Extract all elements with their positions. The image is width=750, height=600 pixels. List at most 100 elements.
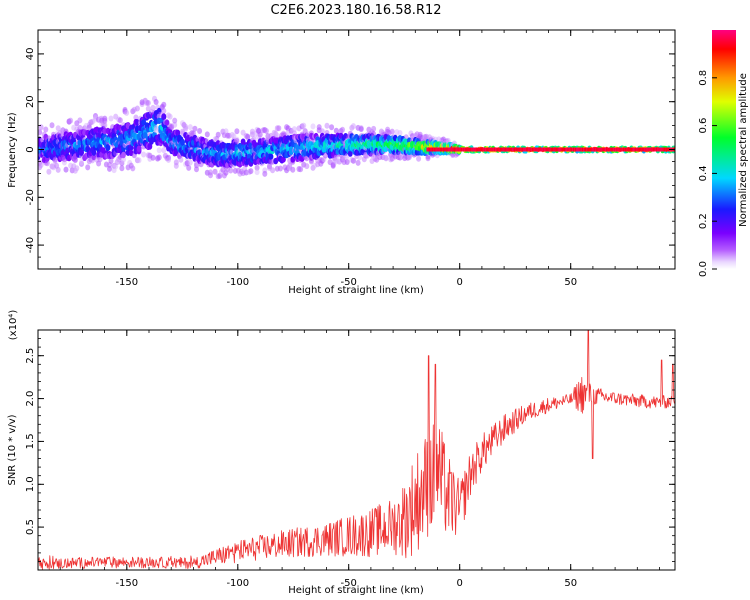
heatmap-cell: [153, 127, 159, 134]
heatmap-cell: [133, 114, 139, 121]
heatmap-cell: [454, 147, 457, 152]
heatmap-cell: [290, 166, 296, 173]
heatmap-cell: [483, 147, 485, 152]
heatmap-cell: [161, 101, 167, 108]
heatmap-cell: [130, 165, 136, 172]
heatmap-cell: [588, 147, 591, 152]
heatmap-cell: [268, 153, 274, 160]
heatmap-cell: [665, 147, 667, 152]
heatmap-cell: [506, 147, 509, 152]
spectrogram-y-tick-label: 0: [25, 146, 36, 152]
heatmap-cell: [178, 156, 184, 163]
heatmap-cell: [666, 147, 669, 152]
heatmap-cell: [616, 147, 619, 152]
snr-line: [38, 330, 675, 570]
heatmap-cell: [437, 147, 440, 152]
heatmap-cell: [615, 147, 618, 152]
heatmap-cell: [534, 147, 537, 152]
heatmap-cell: [531, 147, 534, 152]
heatmap-cell: [606, 147, 609, 152]
heatmap-cell: [494, 147, 497, 152]
heatmap-cell: [509, 147, 512, 152]
heatmap-cell: [119, 165, 125, 172]
heatmap-cell: [582, 147, 585, 152]
heatmap-cell: [581, 147, 584, 152]
spectrogram-ticks: -150 -100 -50 0 50 -40 -20 0 20 40: [25, 30, 675, 288]
snr-x-tick-label: -100: [226, 578, 249, 589]
colorbar-tick-label: 0.0: [698, 261, 709, 277]
heatmap-cell: [555, 147, 558, 152]
spectrogram-panel: -150 -100 -50 0 50 -40 -20 0 20 40 Height of stra…: [7, 29, 676, 296]
heatmap-cell: [547, 147, 550, 152]
spectrogram-y-tick-label: -20: [25, 189, 36, 205]
spectrogram-x-tick-label: -50: [341, 277, 357, 288]
heatmap-cell: [456, 147, 459, 152]
heatmap-cell: [215, 131, 221, 138]
heatmap-cell: [579, 147, 582, 152]
heatmap-cell: [514, 147, 517, 152]
heatmap-cell: [520, 147, 523, 152]
heatmap-cell: [535, 147, 538, 152]
heatmap-cell: [107, 165, 112, 172]
spectrogram-x-tick-label: -100: [226, 277, 249, 288]
heatmap-cell: [486, 147, 489, 152]
heatmap-cell: [427, 147, 430, 152]
heatmap-cell: [618, 147, 621, 152]
heatmap-cell: [436, 147, 439, 152]
heatmap-cell: [173, 159, 179, 166]
spectrogram-x-tick-label: 0: [457, 277, 463, 288]
heatmap-cell: [546, 147, 549, 152]
heatmap-cell: [319, 128, 325, 135]
heatmap-cell: [599, 147, 602, 152]
heatmap-cell: [324, 122, 330, 129]
heatmap-cell: [488, 147, 491, 152]
heatmap-cell: [438, 147, 441, 152]
heatmap-cell: [539, 147, 542, 152]
heatmap-cell: [291, 126, 297, 133]
heatmap-cell: [500, 147, 503, 152]
heatmap-cell: [459, 147, 462, 152]
heatmap-cell: [153, 99, 159, 105]
heatmap-cell: [406, 154, 412, 161]
heatmap-cell: [597, 147, 600, 152]
heatmap-cell: [432, 147, 434, 152]
heatmap-cell: [533, 147, 535, 152]
heatmap-cell: [518, 147, 521, 152]
heatmap-cell: [571, 147, 574, 152]
heatmap-cell: [508, 147, 511, 152]
heatmap-cell: [631, 147, 634, 152]
snr-frame: [37, 329, 676, 571]
heatmap-cell: [652, 147, 655, 152]
heatmap-cell: [134, 105, 140, 112]
heatmap-cell: [102, 117, 108, 124]
colorbar-tick-label: 0.2: [698, 213, 709, 229]
heatmap-cell: [516, 147, 519, 152]
heatmap-cell: [161, 107, 167, 114]
heatmap-cell: [428, 147, 431, 152]
heatmap-cell: [515, 147, 518, 152]
heatmap-cell: [557, 147, 560, 152]
heatmap-cell: [589, 147, 592, 152]
heatmap-cell: [602, 147, 605, 152]
snr-panel: -150 -100 -50 0 50 0.5 1.0 1.5 2.0 2.5 Height of …: [7, 310, 676, 596]
heatmap-cell: [156, 147, 162, 154]
heatmap-cell: [595, 147, 598, 152]
heatmap-cell: [624, 147, 626, 152]
heatmap-cell: [640, 147, 643, 152]
heatmap-cell: [74, 165, 80, 172]
heatmap-cell: [187, 159, 193, 166]
heatmap-cell: [77, 124, 83, 131]
heatmap-cell: [156, 154, 162, 161]
heatmap-cell: [468, 147, 471, 152]
heatmap-cell: [161, 147, 167, 154]
snr-x-tick-label: 50: [564, 578, 577, 589]
heatmap-cell: [526, 147, 529, 152]
heatmap-cell: [484, 147, 487, 152]
heatmap-cell: [461, 147, 464, 152]
heatmap-cell: [108, 115, 114, 122]
heatmap-cell: [38, 124, 44, 131]
heatmap-cell: [578, 147, 581, 152]
heatmap-cell: [172, 121, 178, 128]
heatmap-cell: [580, 147, 583, 152]
heatmap-cell: [301, 122, 307, 129]
